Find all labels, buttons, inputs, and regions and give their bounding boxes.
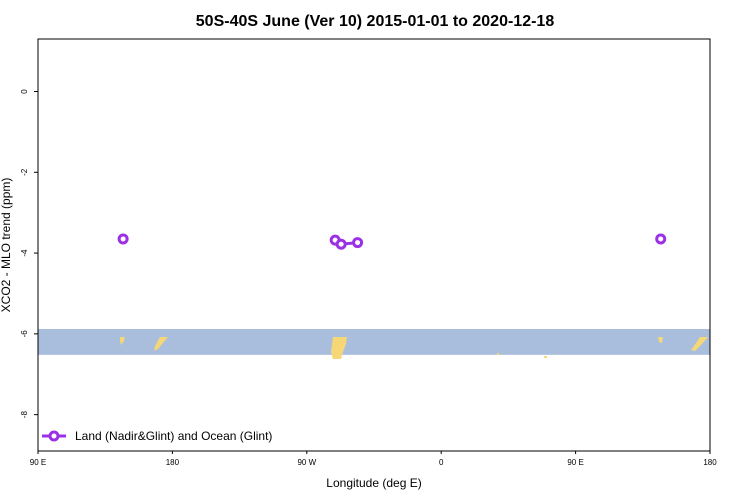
data-point — [117, 233, 129, 245]
land-patch — [658, 337, 663, 343]
data-point — [335, 238, 347, 250]
y-axis: 0 -2 -4 -6 -8 — [20, 89, 38, 418]
y-tick-label: -6 — [20, 330, 29, 338]
x-axis: 90 E 180 90 W 0 90 E 180 — [30, 451, 717, 467]
land-patch — [331, 337, 347, 359]
x-tick-label: 180 — [703, 458, 717, 467]
y-axis-label: XCO2 - MLO trend (ppm) — [0, 178, 13, 313]
map-band — [38, 329, 710, 359]
land-patch — [120, 337, 125, 345]
x-tick-label: 0 — [439, 458, 444, 467]
chart-title: 50S-40S June (Ver 10) 2015-01-01 to 2020… — [196, 13, 555, 30]
data-point — [352, 237, 364, 249]
ocean-band — [38, 329, 710, 355]
land-patch — [497, 353, 499, 355]
plot-frame — [37, 38, 711, 452]
y-tick-label: -8 — [20, 411, 29, 419]
y-tick-label: -2 — [20, 168, 29, 176]
data-point — [655, 233, 667, 245]
x-tick-label: 180 — [166, 458, 180, 467]
land-patch — [154, 337, 168, 351]
y-tick-label: 0 — [20, 89, 29, 94]
y-tick-label: -4 — [20, 249, 29, 257]
x-tick-label: 90 W — [297, 458, 316, 467]
x-tick-label: 90 E — [567, 458, 583, 467]
land-patch — [691, 337, 708, 351]
legend: Land (Nadir&Glint) and Ocean (Glint) — [42, 429, 272, 443]
legend-marker — [48, 430, 60, 442]
series-layer — [117, 233, 667, 250]
legend-label: Land (Nadir&Glint) and Ocean (Glint) — [75, 429, 272, 443]
x-tick-label: 90 E — [30, 458, 46, 467]
x-axis-label: Longitude (deg E) — [326, 476, 421, 490]
land-patch — [544, 356, 547, 358]
